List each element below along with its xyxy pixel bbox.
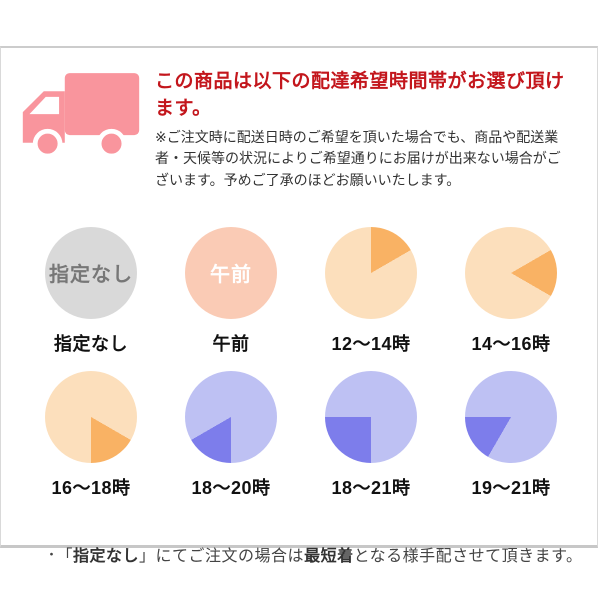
clock-pie-icon: 指定なし bbox=[45, 226, 137, 319]
clock-pie-icon bbox=[465, 226, 557, 319]
clock-pie-icon bbox=[465, 370, 557, 463]
pie-inner-label: 指定なし bbox=[49, 264, 133, 287]
note-prefix: 「 bbox=[64, 547, 74, 565]
time-slot: 指定なし 指定なし bbox=[21, 226, 161, 356]
disclaimer-text: ※ご注文時に配送日時のご希望を頂いた場合でも、商品や配送業者・天候等の状況により… bbox=[155, 129, 561, 188]
header: この商品は以下の配達希望時間帯がお選び頂けます。 ※ご注文時に配送日時のご希望を… bbox=[1, 48, 597, 191]
time-slot: 午前 午前 bbox=[161, 226, 301, 356]
footer-note: ・「指定なし」にてご注文の場合は最短着となる様手配させて頂きます。 bbox=[1, 542, 597, 566]
clock-pie-icon bbox=[325, 370, 417, 463]
note-mid: 」にてご注文の場合は bbox=[139, 547, 305, 565]
time-slot: 12〜14時 bbox=[301, 226, 441, 356]
time-slot-row-1: 指定なし 指定なし 午前 午前 12〜14時 14〜16時 bbox=[1, 226, 597, 356]
time-slot: 16〜18時 bbox=[21, 370, 161, 500]
truck-icon bbox=[19, 72, 143, 165]
page-title: この商品は以下の配達希望時間帯がお選び頂けます。 bbox=[155, 71, 565, 119]
time-slot-row-2: 16〜18時 18〜20時 18〜21時 19〜21時 bbox=[1, 370, 597, 500]
note-bold-saitanchaku: 最短着 bbox=[304, 547, 354, 565]
time-slot-label: 18〜20時 bbox=[191, 477, 271, 498]
bullet-icon: ・ bbox=[45, 546, 59, 562]
note-suffix: となる様手配させて頂きます。 bbox=[353, 547, 583, 565]
time-slot-label: 16〜18時 bbox=[51, 477, 131, 498]
time-slot: 14〜16時 bbox=[441, 226, 581, 356]
clock-pie-icon: 午前 bbox=[185, 226, 277, 319]
time-slot-label: 12〜14時 bbox=[331, 333, 411, 354]
delivery-notice-panel: この商品は以下の配達希望時間帯がお選び頂けます。 ※ご注文時に配送日時のご希望を… bbox=[0, 46, 598, 565]
time-slot: 18〜21時 bbox=[301, 370, 441, 500]
time-slot-label: 19〜21時 bbox=[471, 477, 551, 498]
clock-pie-icon bbox=[325, 226, 417, 319]
time-slot-label: 午前 bbox=[212, 333, 250, 354]
note-bold-shiteinashi: 指定なし bbox=[73, 547, 140, 565]
clock-pie-icon bbox=[185, 370, 277, 463]
header-text: この商品は以下の配達希望時間帯がお選び頂けます。 ※ご注文時に配送日時のご希望を… bbox=[155, 62, 581, 191]
time-slot-label: 18〜21時 bbox=[331, 477, 411, 498]
time-slot-label: 14〜16時 bbox=[471, 333, 551, 354]
pie-inner-label: 午前 bbox=[210, 264, 252, 287]
clock-pie-icon bbox=[45, 370, 137, 463]
time-slot: 18〜20時 bbox=[161, 370, 301, 500]
time-slot: 19〜21時 bbox=[441, 370, 581, 500]
time-slot-label: 指定なし bbox=[54, 333, 128, 354]
